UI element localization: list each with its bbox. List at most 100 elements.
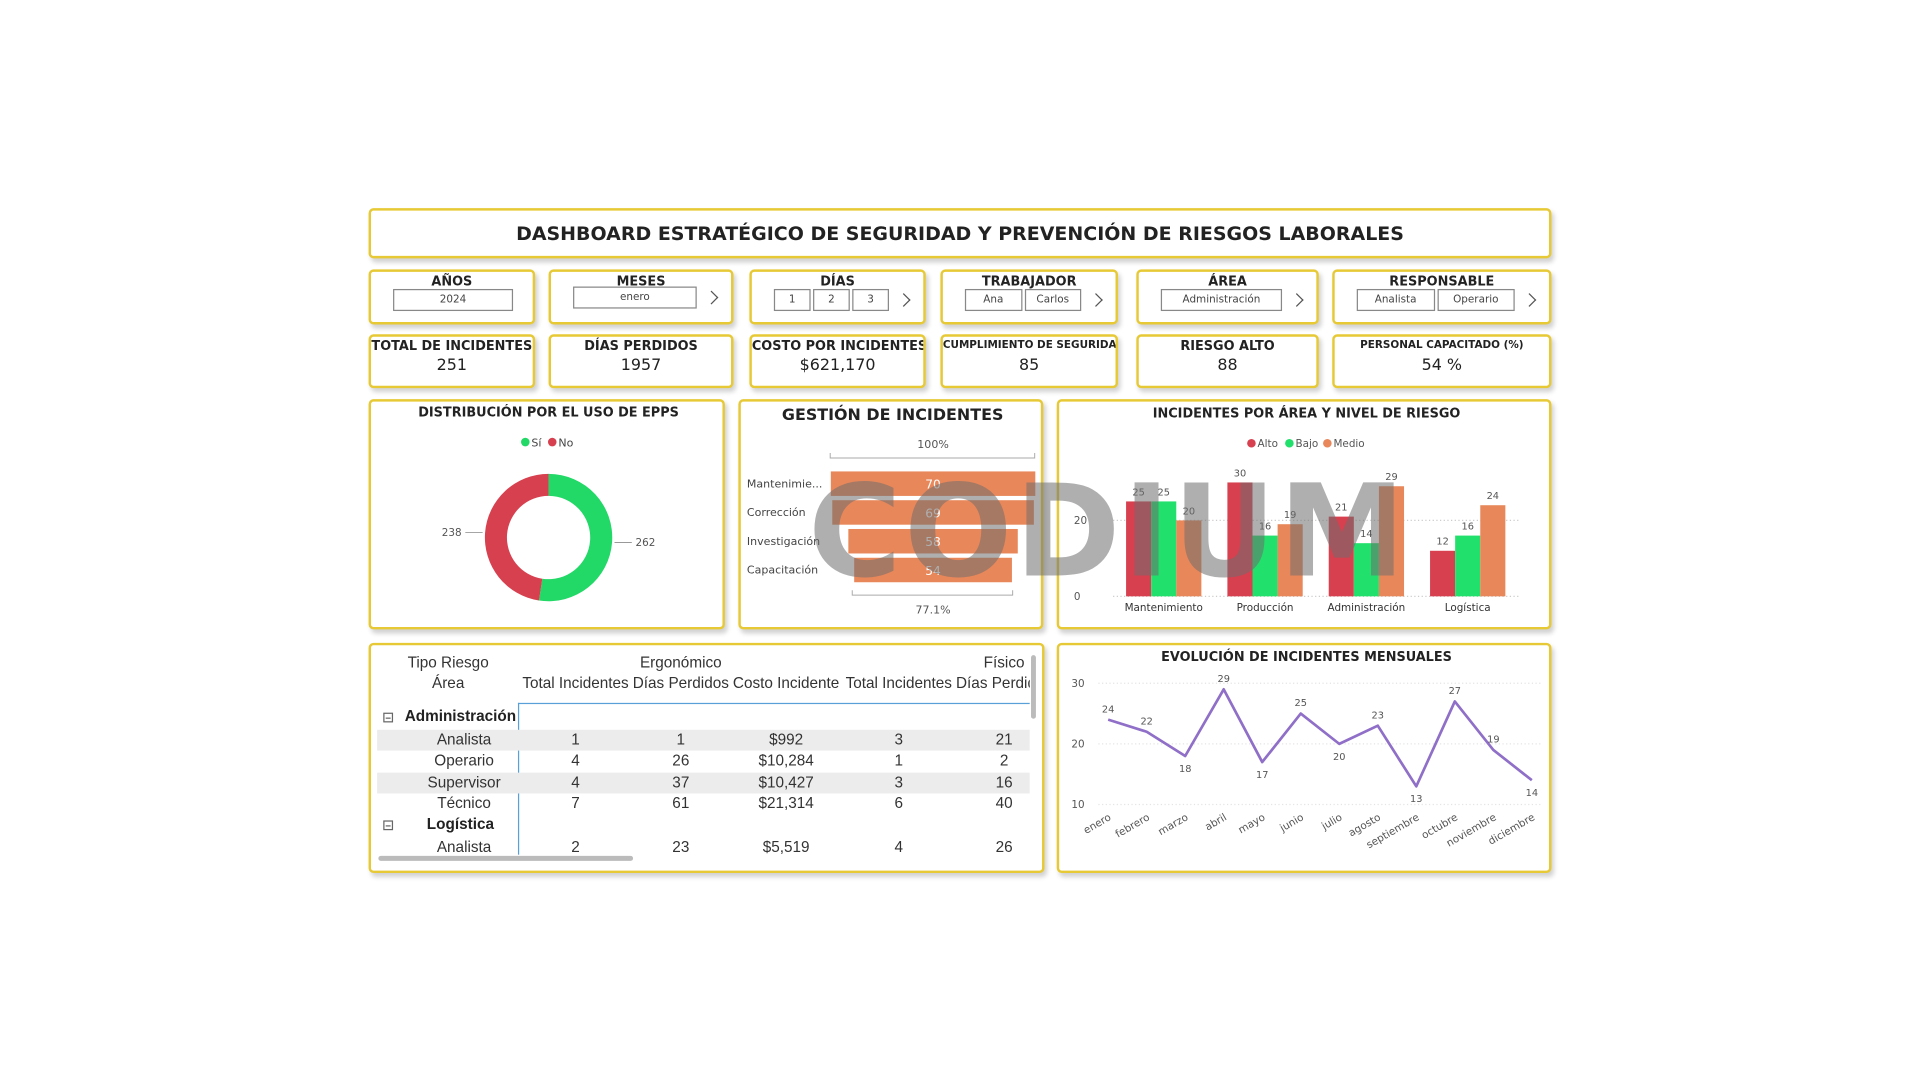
legend-label: Alto — [1258, 438, 1278, 450]
chart-title: DISTRIBUCIÓN POR EL USO DE EPPS — [418, 404, 679, 420]
data-label: 16 — [1461, 521, 1473, 532]
chart-svg: EVOLUCIÓN DE INCIDENTES MENSUALES 10 20 30 2… — [1071, 649, 1542, 851]
filter-panel: MESES enero — [548, 269, 734, 325]
expand-icon — [383, 820, 394, 831]
x-tick-label: marzo — [1156, 811, 1190, 838]
table-panel: Tipo Riesgo Ergonómico Físico Área Total Inc… — [368, 642, 1045, 874]
funnel-bar — [830, 471, 1036, 496]
x-tick-label: Producción — [1237, 602, 1294, 614]
bar — [1252, 535, 1278, 597]
legend-marker — [547, 437, 557, 447]
filter-label: TRABAJADOR — [981, 274, 1077, 289]
funnel-bar — [832, 500, 1034, 525]
category-label: Capacitación — [747, 564, 818, 577]
kpi-card: RIESGO ALTO 88 — [1136, 334, 1319, 389]
filter-option: Carlos — [1024, 288, 1082, 312]
bar — [1277, 524, 1303, 597]
legend-marker — [1285, 438, 1294, 448]
y-tick-label: 20 — [1071, 739, 1084, 751]
data-label: 14 — [1526, 788, 1538, 799]
data-label: 21 — [1335, 502, 1347, 513]
chart-panel: DISTRIBUCIÓN POR EL USO DE EPPS Sí No 262 23… — [368, 399, 725, 630]
table-cell: 1 — [894, 752, 904, 770]
data-label: 58 — [925, 535, 941, 549]
x-tick-label: Administración — [1328, 602, 1406, 614]
kpi-card: DÍAS PERDIDOS 1957 — [548, 334, 734, 389]
kpi-value: 251 — [436, 356, 468, 375]
data-label: 19 — [1284, 510, 1296, 521]
funnel-top-label: 100% — [917, 438, 949, 451]
kpi-label: CUMPLIMIENTO DE SEGURIDAD — [942, 339, 1118, 352]
filter-panel: RESPONSABLE Analista Operario — [1332, 269, 1552, 325]
dashboard-title: DASHBOARD ESTRATÉGICO DE SEGURIDAD Y PRE… — [516, 222, 1404, 245]
table-cell: Analista — [436, 838, 492, 856]
chart-title: INCIDENTES POR ÁREA Y NIVEL DE RIESGO — [1153, 406, 1461, 422]
table-cell: 4 — [894, 838, 904, 856]
filter-option: Ana — [964, 288, 1022, 312]
table-cell: 16 — [995, 773, 1013, 791]
filter-label: RESPONSABLE — [1389, 274, 1495, 289]
filter-option: Analista — [1356, 288, 1435, 312]
table-cell: 37 — [672, 773, 690, 791]
column-group-header: Tipo Riesgo — [407, 653, 489, 672]
chart-svg: GESTIÓN DE INCIDENTES 100% 70 Mantenimie...… — [747, 405, 1036, 616]
data-label: 20 — [1333, 752, 1345, 763]
data-label: 14 — [1360, 529, 1372, 540]
category-label: Corrección — [747, 506, 806, 519]
column-header: Total Incidentes — [845, 674, 952, 692]
funnel-bar — [854, 557, 1012, 583]
bracket — [829, 453, 1036, 459]
column-header: Total Incidentes — [522, 674, 629, 692]
x-tick-label: enero — [1082, 811, 1114, 836]
kpi-label: COSTO POR INCIDENTES — [751, 339, 926, 354]
table-cell: $21,314 — [758, 795, 814, 813]
kpi-value: 85 — [1019, 356, 1040, 375]
bar — [1455, 535, 1481, 597]
data-label: 238 — [442, 527, 462, 539]
legend-marker — [521, 437, 530, 447]
row-shade — [377, 772, 1030, 794]
y-tick-label: 20 — [1074, 515, 1087, 527]
data-label: 16 — [1259, 521, 1271, 532]
filter-label: MESES — [616, 274, 666, 289]
data-label: 27 — [1449, 686, 1461, 697]
bar — [1126, 501, 1152, 597]
chevron — [704, 290, 719, 305]
column-header: Días Perdidos — [956, 674, 1030, 692]
table-cell: 61 — [672, 795, 690, 813]
expand-icon-bar — [385, 824, 391, 826]
legend-label: No — [558, 436, 573, 449]
chart-svg: INCIDENTES POR ÁREA Y NIVEL DE RIESGO Alt… — [1074, 406, 1519, 614]
data-label: 54 — [925, 564, 941, 578]
filter-option: 1 — [773, 288, 811, 312]
data-label: 25 — [1132, 487, 1144, 498]
filter-label: AÑOS — [431, 274, 473, 289]
data-label: 70 — [925, 478, 941, 492]
legend-label: Medio — [1333, 438, 1364, 450]
expand-icon-bar — [385, 716, 391, 719]
data-label: 25 — [1295, 698, 1307, 709]
data-label: 13 — [1410, 794, 1422, 805]
filter-option: enero — [573, 286, 697, 309]
kpi-value: 54 % — [1421, 356, 1463, 375]
legend-label: Bajo — [1296, 438, 1319, 450]
filter-label: ÁREA — [1208, 274, 1247, 289]
chevron — [1088, 293, 1103, 307]
chart-svg: DISTRIBUCIÓN POR EL USO DE EPPS Sí No 262 23… — [418, 404, 679, 602]
table-cell: 2 — [571, 838, 580, 856]
x-tick-label: mayo — [1236, 811, 1267, 836]
filter-option: Operario — [1436, 288, 1515, 312]
data-label: 23 — [1372, 710, 1384, 721]
x-tick-label: Mantenimiento — [1125, 602, 1203, 614]
x-tick-label: abril — [1203, 811, 1229, 833]
data-label: 17 — [1256, 770, 1268, 781]
filter-label: DÍAS — [820, 274, 855, 289]
table-cell: $5,519 — [762, 838, 810, 856]
filter-panel: AÑOS 2024 — [368, 269, 536, 325]
table-cell: 6 — [894, 795, 904, 813]
data-label: 30 — [1234, 468, 1246, 479]
kpi-card: PERSONAL CAPACITADO (%) 54 % — [1332, 334, 1552, 389]
y-tick-label: 30 — [1071, 678, 1084, 690]
